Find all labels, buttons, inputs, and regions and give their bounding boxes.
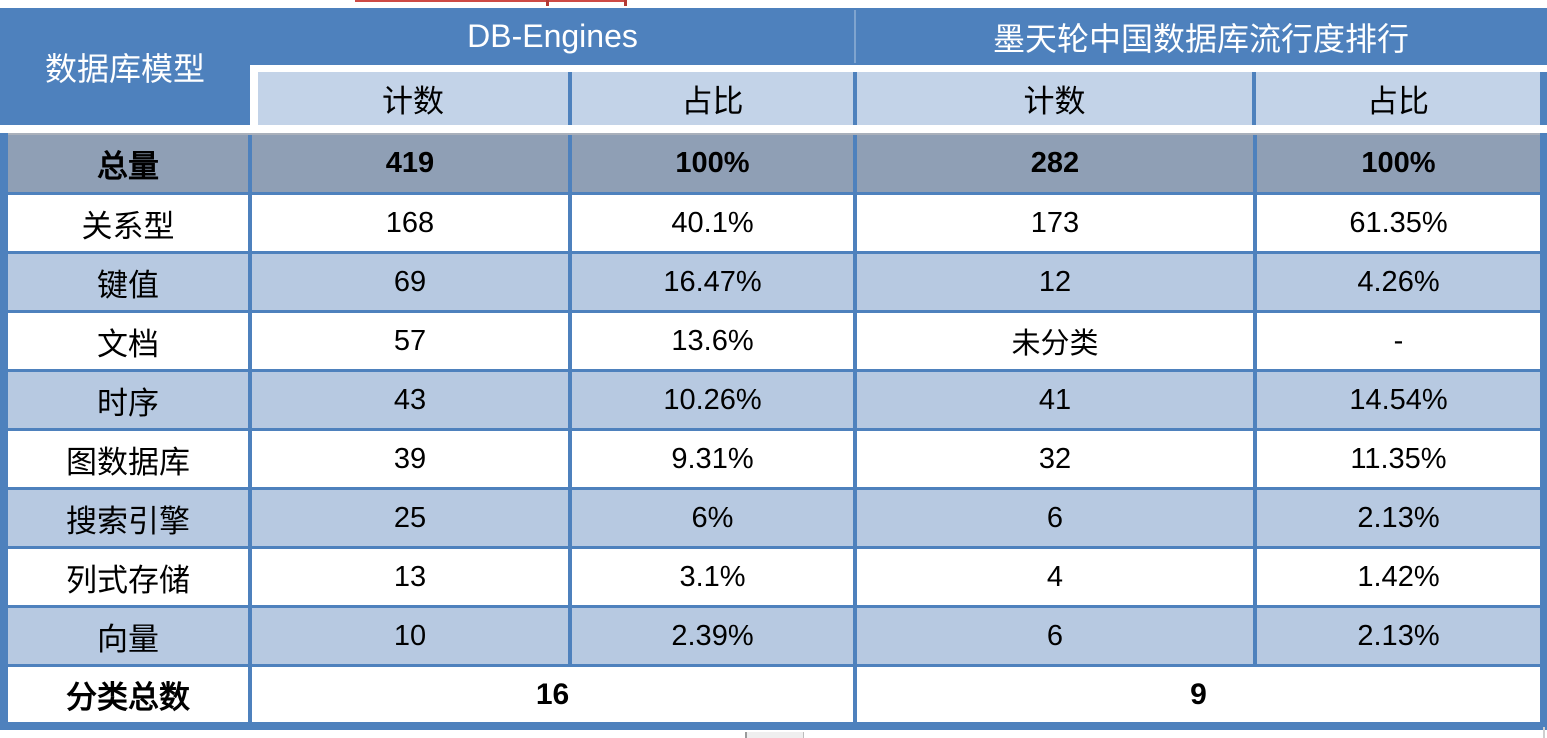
mt-pct-cell: 11.35% (1257, 431, 1540, 487)
mt-count-cell: 6 (857, 490, 1253, 546)
db-pct-cell: 40.1% (572, 195, 853, 251)
mt-count-cell: 12 (857, 254, 1253, 310)
red-underline-tick (624, 0, 627, 6)
db-pct-cell: 10.26% (572, 372, 853, 428)
row-label-cell: 总量 (8, 135, 248, 192)
row-label-cell: 列式存储 (8, 549, 248, 605)
subheader-db-pct: 占比 (572, 72, 853, 125)
row-label-cell: 图数据库 (8, 431, 248, 487)
db-count-cell: 10 (252, 608, 568, 664)
cropped-red-underline-artifact (355, 0, 627, 2)
db-count-cell: 57 (252, 313, 568, 369)
mt-pct-cell: 2.13% (1257, 608, 1540, 664)
db-count-cell: 39 (252, 431, 568, 487)
mt-pct-cell: 4.26% (1257, 254, 1540, 310)
table-row-total: 总量 419 100% 282 100% (8, 133, 1540, 192)
db-count-cell: 25 (252, 490, 568, 546)
mt-pct-cell: 14.54% (1257, 372, 1540, 428)
db-pct-cell: 9.31% (572, 431, 853, 487)
mt-pct-cell: 2.13% (1257, 490, 1540, 546)
db-count-cell: 168 (252, 195, 568, 251)
db-pct-cell: 2.39% (572, 608, 853, 664)
db-pct-cell: 6% (572, 490, 853, 546)
mt-count-cell: 6 (857, 608, 1253, 664)
table-row-relational: 关系型 168 40.1% 173 61.35% (8, 192, 1540, 251)
table-row-category-totals: 分类总数 16 9 (8, 664, 1540, 722)
group-header-db-engines: DB-Engines (250, 8, 855, 65)
row-label-cell: 键值 (8, 254, 248, 310)
db-pct-cell: 100% (572, 135, 853, 192)
db-pct-cell: 16.47% (572, 254, 853, 310)
db-pct-cell: 3.1% (572, 549, 853, 605)
mt-pct-cell: 1.42% (1257, 549, 1540, 605)
table-row-graph: 图数据库 39 9.31% 32 11.35% (8, 428, 1540, 487)
mt-count-cell: 未分类 (857, 313, 1253, 369)
group-header-motianlun: 墨天轮中国数据库流行度排行 (855, 8, 1547, 65)
subheader-mt-count: 计数 (857, 72, 1252, 125)
table-body: 总量 419 100% 282 100% 关系型 168 40.1% 173 6… (0, 133, 1547, 730)
header-label: 数据库模型 (44, 50, 205, 87)
group-header-row: DB-Engines 墨天轮中国数据库流行度排行 (250, 8, 1547, 65)
mt-pct-cell: 100% (1257, 135, 1540, 192)
table-row-document: 文档 57 13.6% 未分类 - (8, 310, 1540, 369)
group-header-divider (854, 10, 856, 63)
red-underline-tick (546, 0, 549, 6)
group-header-label: DB-Engines (467, 18, 638, 54)
cropped-edge-artifact (1543, 727, 1545, 738)
subheader-right-border (1540, 72, 1547, 125)
cropped-spreadsheet-cell-artifact (745, 732, 804, 738)
table-row-search-engine: 搜索引擎 25 6% 6 2.13% (8, 487, 1540, 546)
mt-total-merged-cell: 9 (857, 667, 1540, 722)
table-row-vector: 向量 10 2.39% 6 2.13% (8, 605, 1540, 664)
mt-count-cell: 282 (857, 135, 1253, 192)
db-total-merged-cell: 16 (252, 667, 853, 722)
subheader-mt-pct: 占比 (1256, 72, 1540, 125)
header-cell-database-model: 数据库模型 (0, 8, 250, 125)
row-label-cell: 关系型 (8, 195, 248, 251)
mt-count-cell: 173 (857, 195, 1253, 251)
mt-pct-cell: - (1257, 313, 1540, 369)
row-label-cell: 分类总数 (8, 667, 248, 722)
subheader-db-count: 计数 (258, 72, 568, 125)
db-pct-cell: 13.6% (572, 313, 853, 369)
mt-count-cell: 4 (857, 549, 1253, 605)
mt-count-cell: 41 (857, 372, 1253, 428)
row-label-cell: 搜索引擎 (8, 490, 248, 546)
row-label-cell: 时序 (8, 372, 248, 428)
db-count-cell: 69 (252, 254, 568, 310)
table-row-keyvalue: 键值 69 16.47% 12 4.26% (8, 251, 1540, 310)
mt-count-cell: 32 (857, 431, 1253, 487)
table-row-timeseries: 时序 43 10.26% 41 14.54% (8, 369, 1540, 428)
row-label-cell: 文档 (8, 313, 248, 369)
group-header-label: 墨天轮中国数据库流行度排行 (992, 20, 1409, 57)
mt-pct-cell: 61.35% (1257, 195, 1540, 251)
table-row-columnar: 列式存储 13 3.1% 4 1.42% (8, 546, 1540, 605)
db-count-cell: 419 (252, 135, 568, 192)
db-count-cell: 13 (252, 549, 568, 605)
row-label-cell: 向量 (8, 608, 248, 664)
db-count-cell: 43 (252, 372, 568, 428)
